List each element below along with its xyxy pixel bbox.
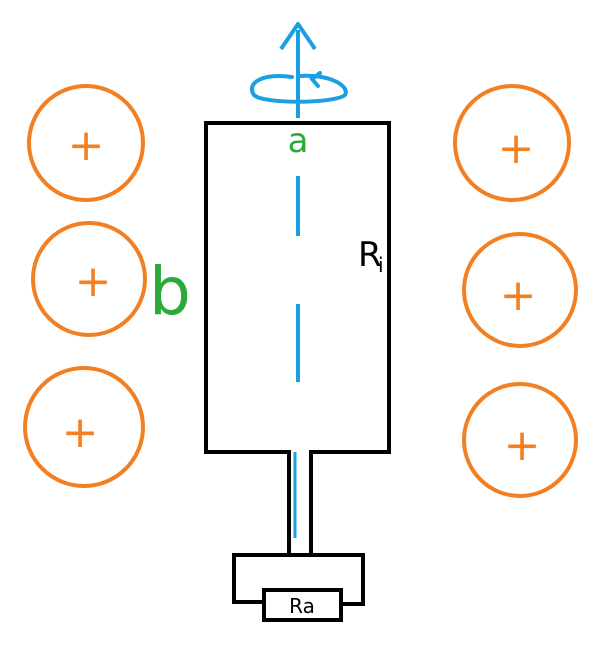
label-ri: R i [358,235,384,277]
right-charge-2-symbol: + [500,270,537,321]
right-charge-3: + [462,382,578,498]
rotation-arrow-icon [250,71,348,104]
left-charges: + + + [23,84,147,488]
arrow-up-icon [279,22,317,51]
left-charge-1-symbol: + [68,120,105,171]
label-ri-subscript: i [378,253,384,277]
right-charge-1-symbol: + [498,123,535,174]
right-charge-3-symbol: + [504,420,541,471]
resistor-ra-label: Ra [289,594,315,618]
label-b: b [149,253,191,330]
left-charge-3: + [23,366,145,488]
circuit-wiring [232,553,365,606]
left-charge-2: + [31,221,147,337]
left-charge-3-symbol: + [62,407,99,458]
right-charge-1: + [453,84,571,202]
label-ri-main: R [358,235,382,275]
left-charge-2-symbol: + [75,256,112,307]
label-a: a [288,121,309,161]
left-charge-1: + [27,84,145,202]
right-charges: + + + [453,84,578,498]
right-charge-2: + [462,232,578,348]
resistor-ra: Ra [262,588,343,622]
